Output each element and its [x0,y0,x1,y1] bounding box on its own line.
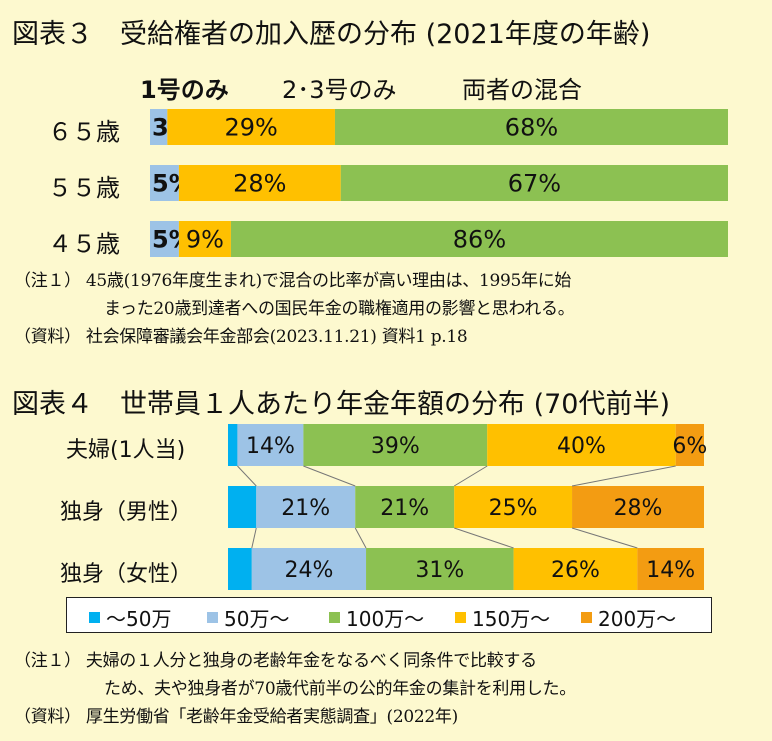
chart2-legend: ～50万 50万～ 100万～ 150万～ 200万～ [66,597,712,633]
bar-segment [178,165,341,201]
bar-segment [228,424,238,466]
chart2-category-label: 夫婦(1人当) [66,438,186,463]
bar-segment [454,486,573,528]
bar-segment [228,486,257,528]
chart1-note-line2: まった20歳到達者への国民年金の職権適用の影響と思われる。 [104,299,575,319]
data-label: 6% [672,434,707,459]
chart1-category-label: ５５歳 [48,174,120,202]
chart1-legend-mixed: 両者の混合 [462,76,582,104]
data-label: 39% [371,434,420,459]
legend-label: 200万～ [598,607,677,631]
data-label: 14% [646,558,695,583]
bar-segment [150,221,179,257]
bar-segment [355,486,455,528]
chart1-note-line1: （注１） 45歳(1976年度生まれ)で混合の比率が高い理由は、1995年に始 [14,271,572,291]
legend-swatch [329,612,340,623]
chart2-title: 図表４ 世帯員１人あたり年金年額の分布 (70代前半) [12,389,671,420]
data-label: 24% [284,558,333,583]
data-label: 9% [186,226,224,254]
bar-segment [334,109,728,145]
chart2-note-line1: （注１） 夫婦の１人分と独身の老齢年金をなるべく同条件で比較する [14,651,537,671]
bar-segment [237,424,304,466]
bar-segment [167,109,335,145]
chart1-category-label: ６５歳 [48,118,120,146]
bar-segment [228,548,252,590]
data-label: 40% [557,434,606,459]
bar-segment [513,548,638,590]
bar-segment [150,165,179,201]
connector-line [454,527,514,549]
connector-line [571,527,638,549]
data-label: 25% [489,496,538,521]
chart1-title: 図表３ 受給権者の加入歴の分布 (2021年度の年齢) [12,19,651,50]
bar-segment [572,486,704,528]
legend-item: 100万～ [329,603,424,632]
data-label: 21% [380,496,429,521]
chart2-category-label: 独身（男性） [60,500,193,525]
data-label: 14% [246,434,295,459]
bar-segment [487,424,676,466]
legend-item: 50万～ [207,603,289,632]
bar-segment [637,548,704,590]
data-label: 29% [224,114,277,142]
legend-item: 200万～ [581,603,676,632]
data-label: 21% [281,496,330,521]
legend-swatch [581,612,592,623]
connector-line [453,465,488,487]
bar-segment [303,424,488,466]
legend-swatch [89,612,100,623]
legend-label: 100万～ [346,607,425,631]
chart2-category-label: 独身（女性） [60,562,193,587]
connector-line [354,527,367,549]
data-label: 28% [614,496,663,521]
bar-segment [251,548,367,590]
connector-line [571,465,676,487]
bar-segment [230,221,729,257]
legend-item: 150万～ [455,603,550,632]
data-label: 86% [453,226,506,254]
data-label: 28% [233,170,286,198]
chart1-legend-23go: 2･3号のみ [282,76,397,104]
bar-segment [256,486,356,528]
bar-segment [340,165,728,201]
chart2-note-line2: ため、夫や独身者が70歳代前半の公的年金の集計を利用した。 [104,679,576,699]
legend-swatch [207,612,218,623]
data-label: 68% [505,114,558,142]
bar-segment [366,548,514,590]
connector-line [251,527,257,549]
data-label: 31% [415,558,464,583]
chart1-legend-1go: 1号のみ [140,76,229,104]
bar-segment [675,424,704,466]
legend-label: 150万～ [472,607,551,631]
chart1-source: （資料） 社会保障審議会年金部会(2023.11.21) 資料1 p.18 [14,327,468,347]
bar-segment [178,221,231,257]
legend-item: ～50万 [89,603,171,632]
bar-segment [150,109,168,145]
legend-swatch [455,612,466,623]
chart1-category-label: ４５歳 [48,230,120,258]
chart2-source: （資料） 厚生労働省「老齢年金受給者実態調査」(2022年) [14,707,458,727]
connector-line [237,465,257,487]
data-label: 26% [551,558,600,583]
legend-label: 50万～ [224,607,290,631]
legend-label: ～50万 [106,607,172,631]
data-label: 67% [508,170,561,198]
connector-line [303,465,356,487]
